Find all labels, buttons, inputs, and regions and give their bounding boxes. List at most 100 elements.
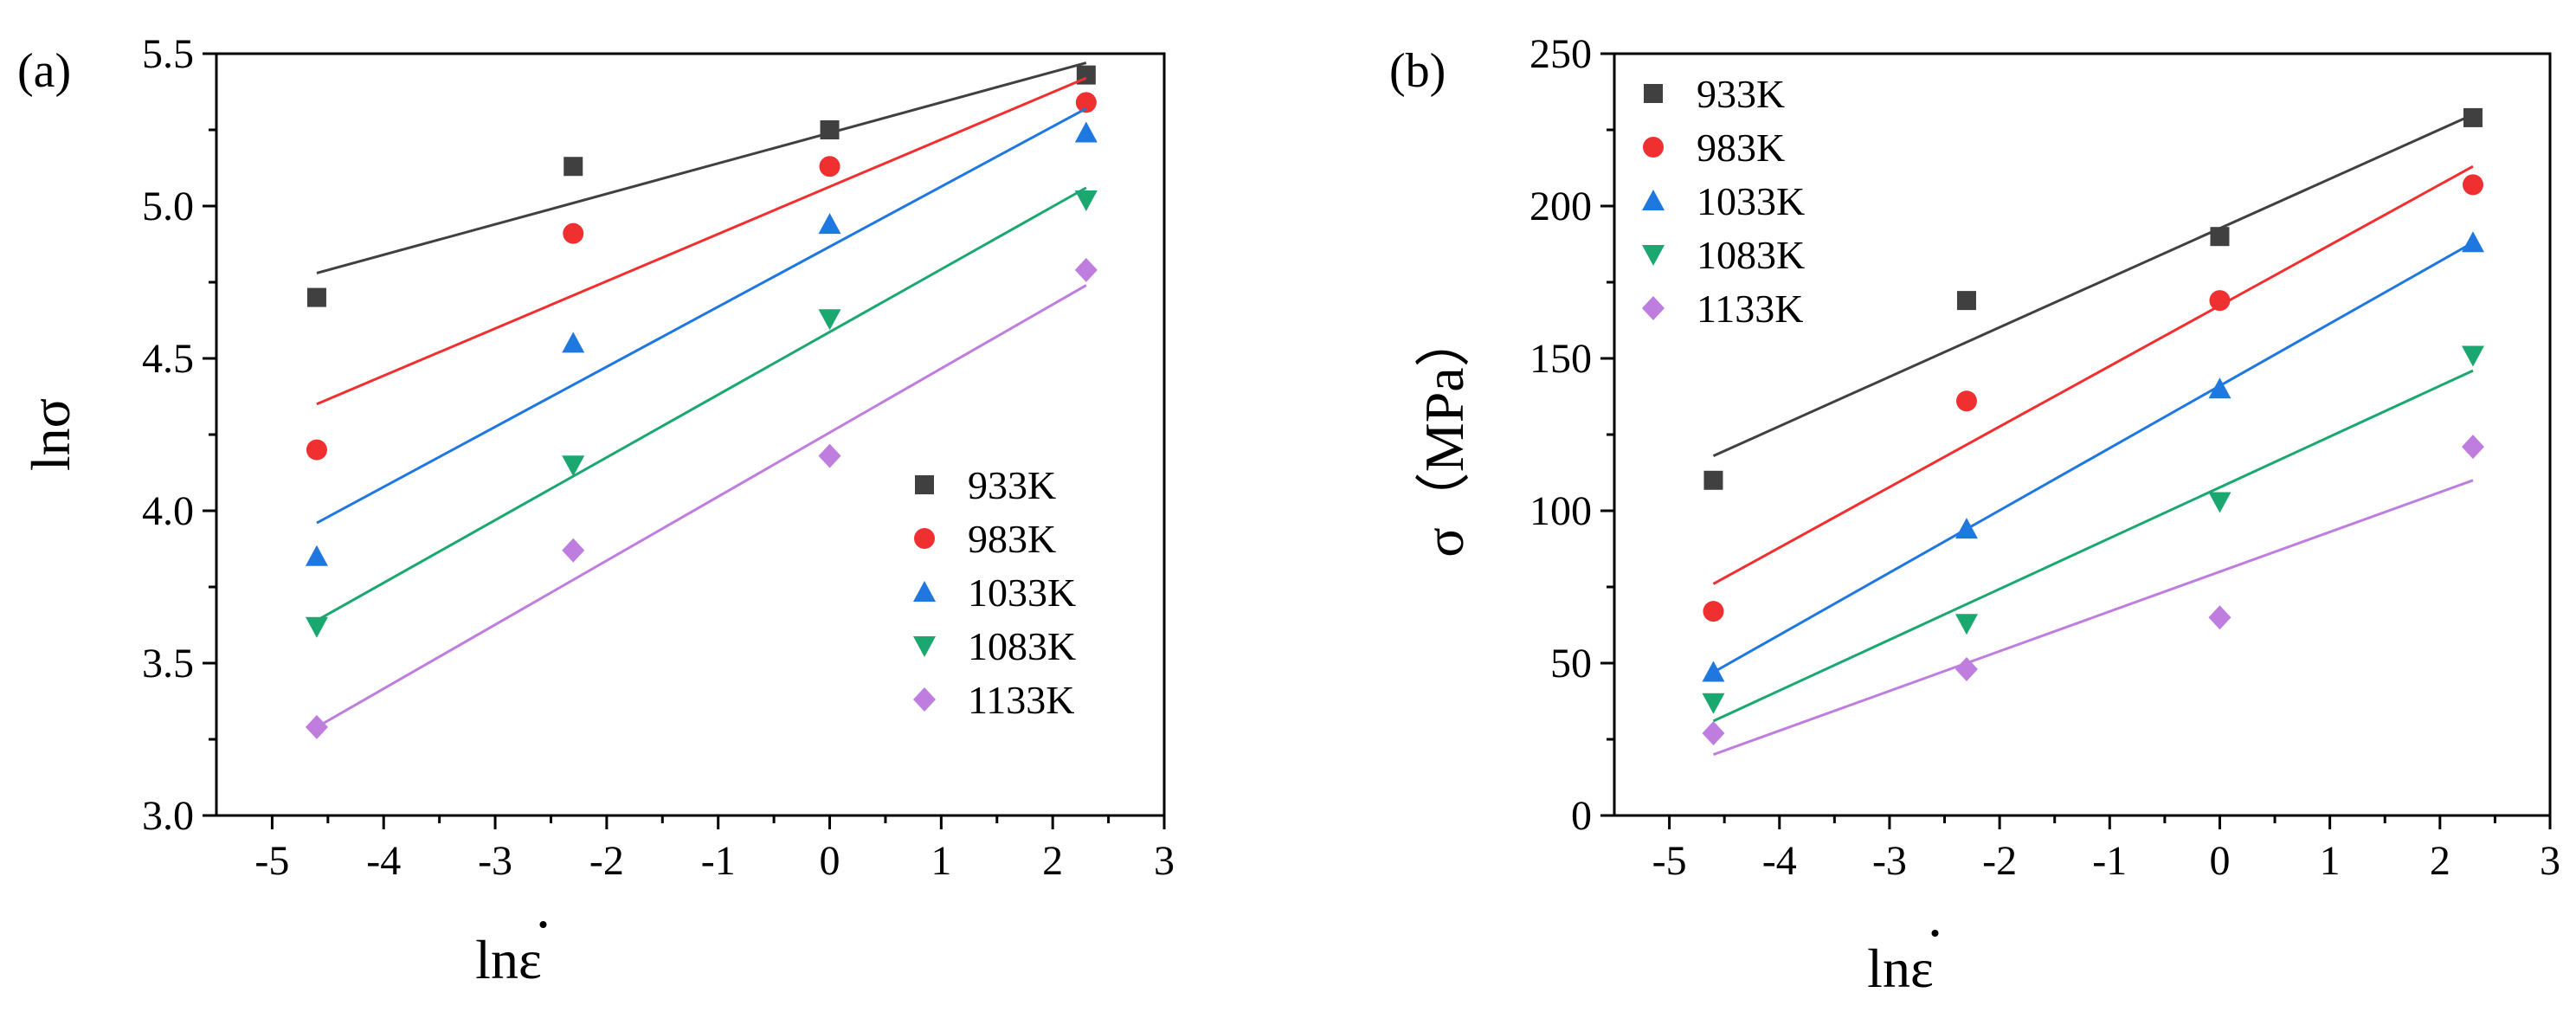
y-tick-label-0-4: 5.0 — [142, 184, 194, 229]
fit-line-0-1 — [316, 76, 1087, 406]
data-point-0-4-3 — [1074, 257, 1098, 282]
panel-label-1: (b) — [1389, 44, 1446, 98]
x-axis-title-dot-0 — [539, 921, 547, 928]
data-point-1-2-1 — [1955, 518, 1978, 539]
data-point-0-3-1 — [562, 455, 585, 477]
y-axis-title-0: lnσ — [20, 398, 81, 471]
data-point-1-1-1 — [1955, 390, 1977, 412]
legend-marker-1-0 — [1644, 84, 1663, 103]
data-point-0-2-0 — [305, 545, 328, 566]
x-tick-label-0-2: -3 — [478, 838, 512, 884]
data-point-0-0-2 — [820, 120, 840, 139]
data-point-1-0-2 — [2210, 227, 2230, 247]
legend-label-1-2: 1033K — [1697, 179, 1805, 223]
fit-line-0-3 — [316, 186, 1087, 622]
data-point-1-2-0 — [1702, 661, 1725, 682]
y-tick-label-0-5: 5.5 — [142, 31, 194, 77]
data-point-1-4-3 — [2461, 435, 2484, 460]
x-tick-label-0-6: 1 — [931, 838, 951, 884]
data-point-1-3-1 — [1955, 614, 1978, 635]
data-point-1-0-1 — [1956, 291, 1976, 311]
y-tick-label-1-5: 250 — [1530, 31, 1592, 77]
legend-label-0-1: 983K — [968, 517, 1056, 561]
x-tick-label-1-5: 0 — [2209, 838, 2230, 884]
data-point-0-2-3 — [1074, 121, 1098, 143]
legend-label-1-3: 1083K — [1697, 233, 1805, 277]
x-tick-label-1-7: 2 — [2430, 838, 2450, 884]
data-point-1-4-2 — [2208, 605, 2231, 630]
x-tick-label-1-3: -2 — [1982, 838, 2017, 884]
data-point-0-3-3 — [1074, 190, 1098, 211]
legend-marker-0-0 — [915, 475, 934, 494]
x-tick-label-1-2: -3 — [1872, 838, 1907, 884]
y-tick-label-0-2: 4.0 — [142, 488, 194, 534]
fit-line-1-2 — [1712, 241, 2474, 674]
y-tick-label-1-1: 50 — [1550, 641, 1592, 686]
x-tick-label-1-1: -4 — [1762, 838, 1797, 884]
fit-line-0-0 — [316, 61, 1087, 274]
y-tick-label-1-2: 100 — [1530, 488, 1592, 534]
data-point-1-4-0 — [1702, 720, 1725, 745]
fit-line-0-4 — [316, 284, 1087, 729]
fit-line-1-1 — [1712, 164, 2474, 585]
legend-label-1-4: 1133K — [1697, 287, 1804, 331]
data-point-0-0-1 — [564, 157, 583, 177]
y-tick-label-1-3: 150 — [1530, 336, 1592, 382]
legend-marker-1-1 — [1643, 137, 1664, 158]
legend-label-0-0: 933K — [968, 463, 1056, 507]
y-axis-title-1: σ（MPa） — [1414, 312, 1475, 557]
x-tick-label-1-8: 3 — [2540, 838, 2560, 884]
data-point-1-3-2 — [2208, 492, 2231, 513]
data-point-1-1-0 — [1703, 601, 1724, 622]
data-point-0-1-3 — [1075, 92, 1097, 113]
legend-marker-0-1 — [914, 528, 935, 549]
fit-line-0-2 — [316, 107, 1087, 525]
x-axis-title-dot-1 — [1931, 930, 1939, 937]
legend-label-0-4: 1133K — [968, 678, 1075, 722]
data-point-0-4-0 — [305, 714, 328, 739]
legend-marker-1-3 — [1642, 245, 1665, 266]
data-point-0-3-2 — [818, 309, 841, 331]
data-point-0-2-2 — [818, 213, 841, 235]
x-tick-label-0-1: -4 — [366, 838, 401, 884]
data-point-1-3-3 — [2461, 345, 2484, 367]
x-tick-label-0-8: 3 — [1154, 838, 1175, 884]
x-tick-label-0-5: 0 — [820, 838, 840, 884]
data-point-1-0-3 — [2463, 107, 2483, 127]
data-point-0-2-1 — [562, 332, 585, 353]
data-point-1-3-0 — [1702, 693, 1725, 714]
fit-line-1-0 — [1712, 113, 2474, 458]
x-tick-label-1-4: -1 — [2092, 838, 2127, 884]
legend-marker-0-2 — [913, 581, 936, 602]
data-point-1-1-3 — [2462, 174, 2483, 196]
x-axis-title-1: lnε — [1867, 938, 1934, 999]
y-tick-label-0-3: 4.5 — [142, 336, 194, 382]
x-axis-title-0: lnε — [475, 929, 542, 990]
legend-label-0-2: 1033K — [968, 570, 1076, 615]
x-tick-label-1-0: -5 — [1652, 838, 1687, 884]
fit-line-1-4 — [1712, 479, 2474, 757]
legend-label-1-0: 933K — [1697, 72, 1785, 116]
legend-label-0-3: 1083K — [968, 624, 1076, 668]
panel-label-0: (a) — [17, 44, 71, 98]
data-point-1-2-3 — [2461, 231, 2484, 253]
x-tick-label-0-4: -1 — [701, 838, 736, 884]
data-point-0-1-2 — [819, 156, 840, 177]
legend-marker-1-4 — [1642, 296, 1665, 320]
data-point-1-0-0 — [1703, 470, 1723, 490]
data-point-1-4-1 — [1955, 657, 1978, 682]
x-tick-label-0-0: -5 — [254, 838, 289, 884]
y-tick-label-1-0: 0 — [1571, 793, 1592, 839]
data-point-0-4-2 — [818, 443, 841, 468]
y-tick-label-1-4: 200 — [1530, 184, 1592, 229]
data-point-1-2-2 — [2208, 377, 2231, 399]
legend-marker-1-2 — [1642, 190, 1665, 210]
x-tick-label-0-7: 2 — [1042, 838, 1063, 884]
y-tick-label-0-0: 3.0 — [142, 793, 194, 839]
data-point-1-1-2 — [2209, 290, 2231, 312]
x-tick-label-1-6: 1 — [2320, 838, 2341, 884]
legend-marker-0-4 — [913, 687, 936, 712]
fit-line-1-3 — [1712, 369, 2474, 723]
legend-marker-0-3 — [913, 636, 936, 657]
